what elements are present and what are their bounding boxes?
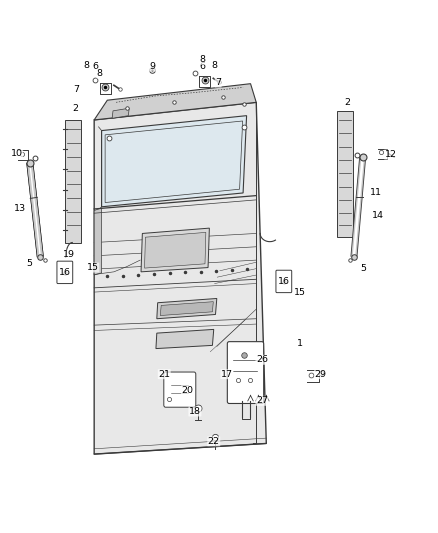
Text: 8: 8: [84, 61, 90, 69]
Polygon shape: [94, 84, 256, 120]
Polygon shape: [156, 329, 214, 349]
Text: 8: 8: [212, 61, 218, 69]
Polygon shape: [112, 108, 129, 118]
Text: 6: 6: [199, 62, 205, 70]
Text: 9: 9: [149, 62, 155, 71]
Text: 2: 2: [72, 104, 78, 112]
Text: 27: 27: [256, 397, 268, 405]
Text: 29: 29: [314, 370, 327, 378]
Text: 18: 18: [189, 407, 201, 416]
Text: 15: 15: [87, 263, 99, 272]
FancyBboxPatch shape: [227, 342, 264, 403]
Text: 7: 7: [74, 85, 80, 94]
Text: 8: 8: [97, 69, 103, 78]
FancyBboxPatch shape: [276, 270, 292, 293]
Polygon shape: [94, 208, 102, 275]
Text: 15: 15: [294, 288, 306, 296]
Text: 19: 19: [63, 251, 75, 259]
Text: 6: 6: [92, 62, 99, 70]
Polygon shape: [102, 116, 247, 207]
Text: 11: 11: [370, 189, 382, 197]
Text: 2: 2: [344, 98, 350, 107]
Text: 13: 13: [14, 205, 26, 213]
Text: 8: 8: [199, 55, 205, 64]
Text: 5: 5: [360, 264, 367, 272]
Text: 26: 26: [256, 356, 268, 364]
Text: 16: 16: [278, 277, 290, 286]
Text: 21: 21: [158, 370, 170, 378]
Polygon shape: [160, 302, 213, 316]
Polygon shape: [145, 232, 206, 268]
Text: 7: 7: [215, 78, 221, 87]
Text: 22: 22: [208, 437, 220, 446]
Text: 10: 10: [11, 149, 23, 158]
Text: 20: 20: [181, 386, 194, 394]
FancyBboxPatch shape: [164, 372, 196, 407]
Polygon shape: [141, 228, 209, 272]
Text: 12: 12: [385, 150, 397, 159]
Text: 5: 5: [27, 260, 33, 268]
Polygon shape: [94, 102, 266, 454]
Text: 17: 17: [221, 370, 233, 378]
Text: 14: 14: [371, 212, 384, 220]
Text: 16: 16: [59, 269, 71, 277]
Polygon shape: [337, 111, 353, 237]
Polygon shape: [65, 120, 81, 243]
Text: 1: 1: [297, 340, 303, 348]
FancyBboxPatch shape: [57, 261, 73, 284]
Polygon shape: [157, 298, 217, 319]
